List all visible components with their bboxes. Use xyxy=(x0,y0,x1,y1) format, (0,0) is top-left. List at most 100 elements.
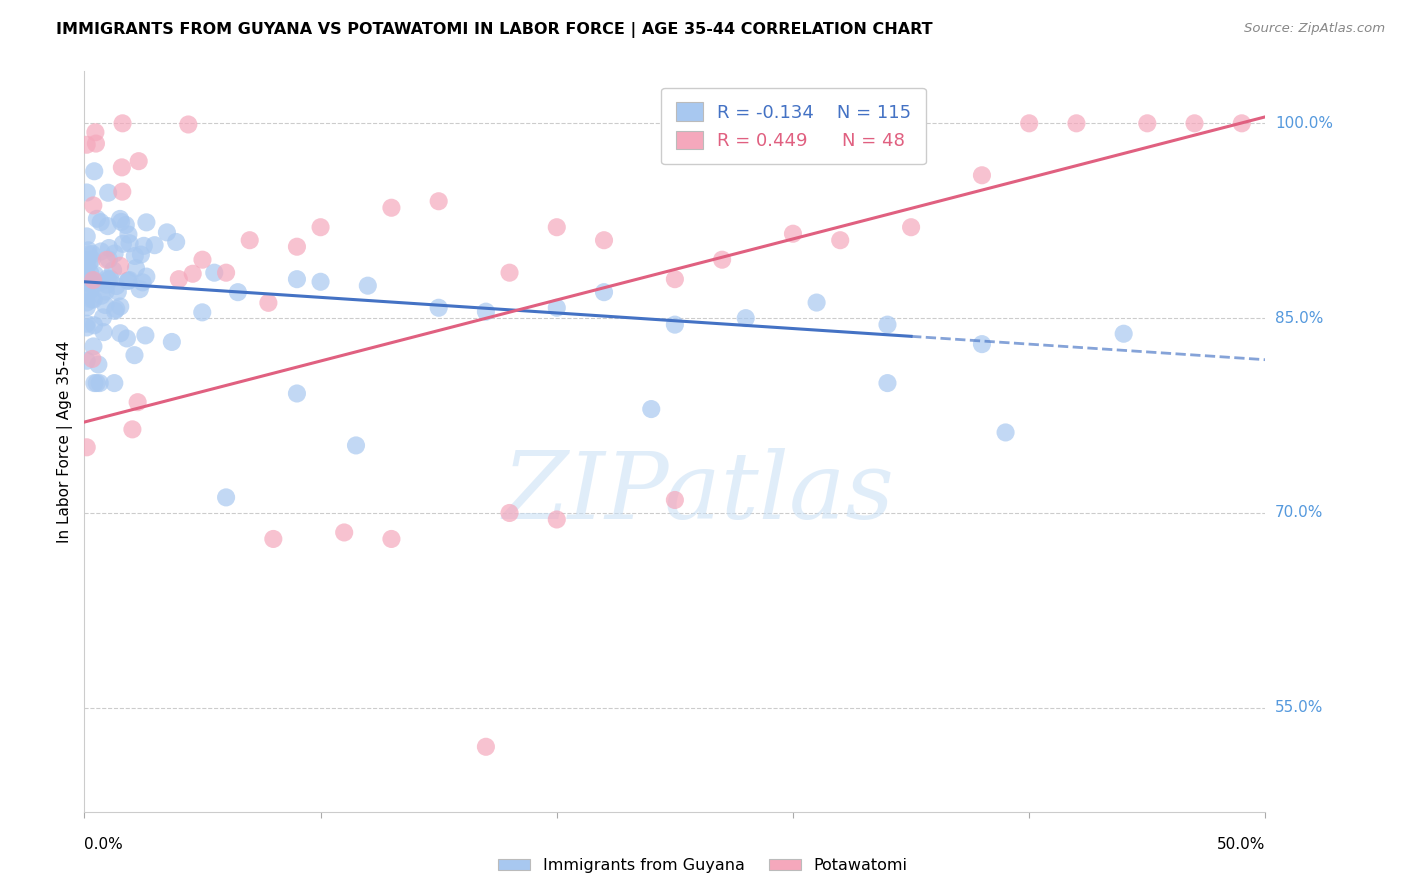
Point xyxy=(128,154,150,169)
Point xyxy=(96,252,118,267)
Point xyxy=(90,215,112,229)
Point xyxy=(110,215,132,229)
Text: IMMIGRANTS FROM GUYANA VS POTAWATOMI IN LABOR FORCE | AGE 35-44 CORRELATION CHAR: IMMIGRANTS FROM GUYANA VS POTAWATOMI IN … xyxy=(56,22,932,38)
Point xyxy=(262,532,284,546)
Point xyxy=(90,288,112,302)
Point xyxy=(104,246,127,260)
Point xyxy=(309,220,332,235)
Point xyxy=(202,266,225,280)
Point xyxy=(128,282,150,296)
Point xyxy=(191,252,214,267)
Point xyxy=(82,339,104,353)
Point xyxy=(91,310,114,325)
Point xyxy=(876,376,898,390)
Text: 70.0%: 70.0% xyxy=(1275,506,1323,520)
Point xyxy=(257,296,280,310)
Point xyxy=(110,300,132,314)
Point xyxy=(156,225,179,239)
Point xyxy=(118,273,141,287)
Point xyxy=(97,219,120,233)
Point xyxy=(427,194,450,209)
Point xyxy=(76,440,98,454)
Point xyxy=(830,233,852,247)
Point xyxy=(664,272,686,286)
Point xyxy=(84,125,107,139)
Point xyxy=(1230,116,1253,130)
Point xyxy=(77,247,100,261)
Point xyxy=(84,136,107,151)
Point xyxy=(782,227,804,241)
Point xyxy=(76,287,98,301)
Point xyxy=(76,317,98,331)
Point xyxy=(593,233,616,247)
Point xyxy=(76,186,98,200)
Point xyxy=(711,252,734,267)
Point xyxy=(160,334,183,349)
Point xyxy=(76,301,98,315)
Point xyxy=(970,168,993,182)
Point xyxy=(994,425,1017,440)
Legend: Immigrants from Guyana, Potawatomi: Immigrants from Guyana, Potawatomi xyxy=(492,852,914,880)
Point xyxy=(82,273,104,287)
Point xyxy=(475,304,498,318)
Point xyxy=(96,271,118,285)
Point xyxy=(118,236,141,251)
Point xyxy=(110,326,132,341)
Point xyxy=(115,331,138,345)
Point xyxy=(1184,116,1206,130)
Point xyxy=(285,386,308,401)
Point xyxy=(111,185,134,199)
Point xyxy=(129,247,152,261)
Point xyxy=(117,274,139,288)
Point xyxy=(83,268,105,282)
Point xyxy=(87,358,110,372)
Point xyxy=(80,252,103,267)
Point xyxy=(111,236,134,251)
Point xyxy=(135,215,157,229)
Point xyxy=(76,353,98,368)
Point xyxy=(1136,116,1159,130)
Point xyxy=(98,271,121,285)
Text: ZIPatlas: ZIPatlas xyxy=(502,449,894,539)
Point xyxy=(105,302,128,317)
Point xyxy=(107,285,129,299)
Point xyxy=(97,186,120,200)
Point xyxy=(76,295,98,310)
Point xyxy=(357,278,380,293)
Point xyxy=(90,244,112,259)
Point xyxy=(101,263,124,277)
Point xyxy=(734,311,756,326)
Point xyxy=(108,259,131,273)
Point xyxy=(93,325,115,339)
Point xyxy=(111,116,134,130)
Point xyxy=(87,276,110,290)
Point xyxy=(309,275,332,289)
Point xyxy=(86,211,108,226)
Point xyxy=(79,276,101,290)
Point xyxy=(226,285,249,300)
Point xyxy=(94,285,117,299)
Point xyxy=(285,240,308,254)
Point xyxy=(94,298,117,312)
Point xyxy=(124,249,146,263)
Text: 100.0%: 100.0% xyxy=(1275,116,1333,131)
Point xyxy=(83,164,105,178)
Point xyxy=(165,235,187,249)
Point xyxy=(82,351,104,366)
Point xyxy=(76,276,98,290)
Point xyxy=(876,318,898,332)
Point xyxy=(215,266,238,280)
Point xyxy=(111,161,134,175)
Point xyxy=(181,267,204,281)
Point xyxy=(108,211,131,226)
Point xyxy=(167,272,190,286)
Point xyxy=(77,244,100,258)
Point xyxy=(114,218,136,232)
Point xyxy=(97,273,120,287)
Point xyxy=(96,277,118,292)
Point xyxy=(76,320,98,334)
Point xyxy=(76,253,98,268)
Point xyxy=(79,283,101,297)
Point xyxy=(546,220,568,235)
Point xyxy=(380,532,402,546)
